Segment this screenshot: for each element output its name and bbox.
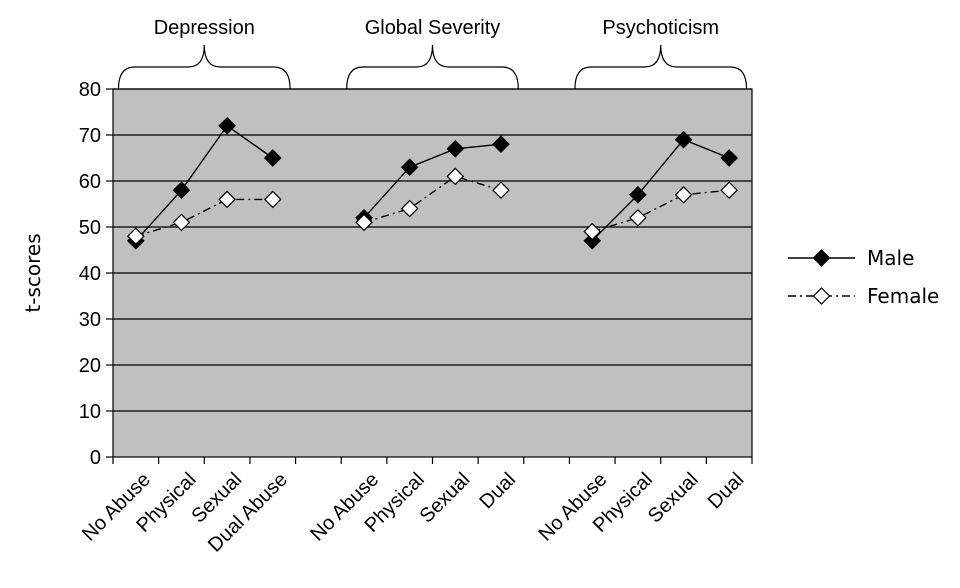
y-tick-label: 80: [79, 79, 101, 101]
series-layer: [126, 116, 739, 250]
data-point-female: [492, 181, 510, 200]
x-category-label: Dual: [704, 469, 749, 514]
y-tick-label: 10: [79, 401, 101, 423]
y-tick-label: 40: [79, 263, 101, 285]
data-point-female: [218, 190, 236, 209]
data-point-male: [263, 149, 282, 167]
data-point-male: [720, 149, 739, 167]
y-tick-label: 70: [79, 125, 101, 147]
legend-label: Male: [867, 246, 914, 270]
data-point-male: [218, 116, 236, 135]
group-label: Global Severity: [365, 17, 501, 39]
data-point-female: [720, 181, 739, 200]
group-brace: [117, 44, 291, 90]
y-tick-label: 50: [79, 217, 101, 239]
x-category-label: No Abuse: [535, 469, 612, 546]
data-point-male: [400, 158, 419, 177]
y-tick-label: 60: [79, 171, 101, 193]
series-line-male: [135, 124, 274, 242]
data-point-female: [263, 190, 282, 209]
data-point-female: [126, 227, 145, 246]
group-brace: [574, 44, 748, 90]
group-label: Psychoticism: [602, 17, 719, 39]
series-line-female: [135, 198, 273, 237]
data-point-female: [674, 185, 693, 204]
legend-item-female: Female: [788, 284, 939, 308]
data-point-female: [172, 213, 191, 232]
y-tick-label: 20: [79, 355, 101, 377]
axes: [106, 88, 753, 464]
x-category-label: Dual: [475, 469, 520, 514]
data-point-male: [674, 130, 693, 149]
legend-label: Female: [867, 284, 939, 308]
data-point-female: [446, 167, 465, 186]
data-point-female: [583, 222, 602, 241]
y-axis-title: t-scores: [21, 233, 45, 312]
data-point-male: [629, 185, 647, 204]
x-category-label: Sexual: [644, 469, 703, 528]
series-line-male: [363, 143, 502, 219]
data-point-male: [172, 181, 191, 200]
legend: Male Female: [788, 246, 939, 308]
data-point-female: [355, 213, 373, 232]
group-braces: Depression Global Severity Psychoticism: [117, 17, 748, 90]
data-point-female: [400, 199, 419, 218]
data-point-male: [492, 135, 510, 154]
group-label: Depression: [154, 17, 255, 39]
series-line-male: [591, 138, 730, 242]
series-male: [126, 116, 739, 250]
legend-item-male: Male: [788, 246, 914, 270]
legend-marker: [812, 287, 831, 305]
data-point-male: [446, 139, 465, 158]
series-line-female: [363, 175, 502, 224]
y-tick-label: 30: [79, 309, 101, 331]
x-category-label: No Abuse: [306, 469, 383, 546]
y-tick-labels: 0 10 20 30 40 50 60 70 80: [79, 79, 101, 469]
legend-marker: [812, 249, 831, 267]
x-category-label: No Abuse: [78, 469, 155, 546]
data-point-male: [583, 231, 602, 250]
series-female: [126, 167, 739, 246]
data-point-female: [629, 208, 647, 227]
y-tick-label: 0: [90, 447, 101, 469]
group-brace: [346, 44, 519, 90]
x-category-label: Sexual: [416, 469, 475, 528]
series-line-female: [592, 189, 730, 233]
